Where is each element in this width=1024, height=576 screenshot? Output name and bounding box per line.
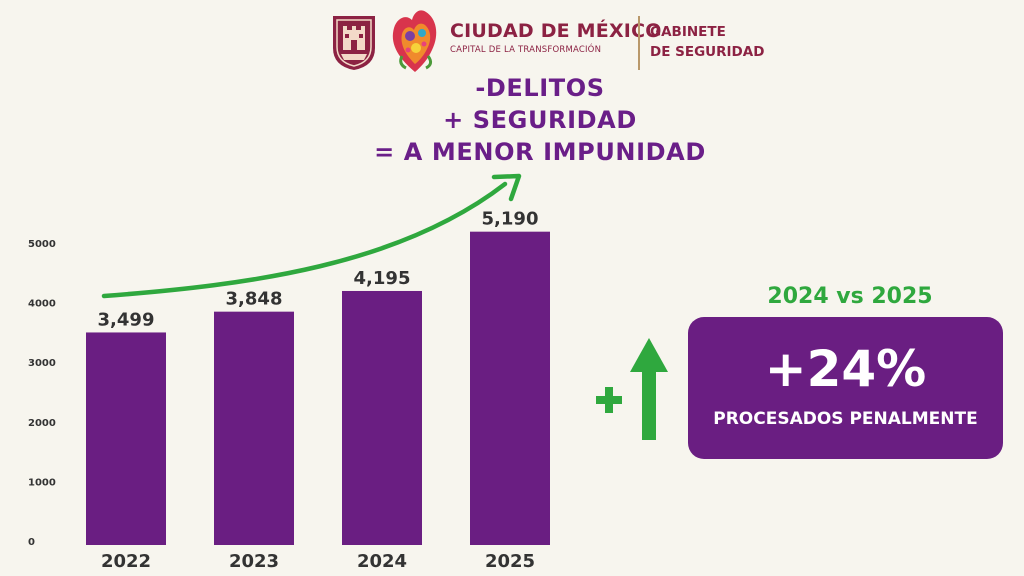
city-shield-icon (333, 16, 375, 70)
slogan-line3: = A MENOR IMPUNIDAD (374, 138, 706, 166)
plus-sign-vertical (605, 387, 613, 413)
y-tick-label-5: 5000 (28, 239, 56, 250)
city-wordmark: CIUDAD DE MÉXICO CAPITAL DE LA TRANSFORM… (450, 20, 662, 56)
data-label-2022: 3,499 (98, 309, 155, 330)
arrow-up-icon (596, 338, 668, 440)
comparison-description: PROCESADOS PENALMENTE (713, 409, 978, 429)
data-label-2025: 5,190 (482, 209, 539, 230)
header: CIUDAD DE MÉXICO CAPITAL DE LA TRANSFORM… (0, 0, 1024, 80)
data-label-2023: 3,848 (226, 289, 283, 310)
bar-chart: 0 1000 2000 3000 4000 5000 3,499 2022 3,848 2023 4… (28, 173, 550, 572)
bar-2023 (214, 311, 294, 545)
office-name: GABINETE DE SEGURIDAD (650, 22, 764, 62)
x-tick-label-2024: 2024 (357, 551, 407, 572)
y-tick-label-4: 4000 (28, 299, 56, 310)
y-tick-label-2: 2000 (28, 418, 56, 429)
slogan-line2: + SEGURIDAD (443, 106, 637, 134)
slogan: -DELITOS + SEGURIDAD = A MENOR IMPUNIDAD (250, 72, 830, 168)
data-label-2024: 4,195 (354, 268, 411, 289)
y-tick-label-0: 0 (28, 537, 35, 548)
y-tick-label-3: 3000 (28, 358, 56, 369)
trend-arrow-head (491, 173, 522, 202)
trend-arrow-line (101, 181, 508, 299)
office-name-line2: DE SEGURIDAD (650, 44, 765, 60)
comparison-card: +24% PROCESADOS PENALMENTE (688, 317, 1003, 459)
x-tick-label-2025: 2025 (485, 551, 535, 572)
city-title: CIUDAD DE MÉXICO (450, 20, 662, 42)
cdmx-heart-emblem-icon (392, 10, 437, 73)
bar-2025 (470, 231, 550, 545)
comparison-value: +24% (764, 340, 927, 398)
bar-2022 (86, 332, 166, 545)
slogan-line1: -DELITOS (475, 74, 605, 102)
header-divider (638, 16, 640, 70)
comparison-label: 2024 vs 2025 (767, 284, 933, 309)
x-tick-label-2023: 2023 (229, 551, 279, 572)
y-tick-label-1: 1000 (28, 477, 56, 488)
x-tick-label-2022: 2022 (101, 551, 151, 572)
city-subtitle: CAPITAL DE LA TRANSFORMACIÓN (450, 45, 602, 55)
office-name-line1: GABINETE (650, 24, 726, 40)
bar-2024 (342, 290, 422, 545)
